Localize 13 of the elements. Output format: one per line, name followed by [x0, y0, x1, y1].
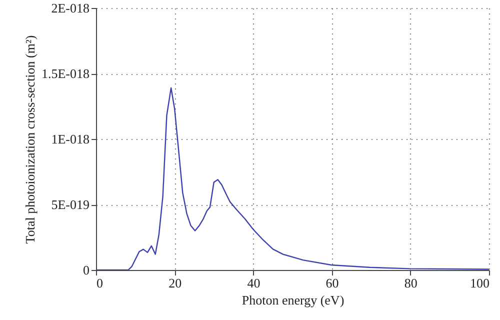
x-tick-label: 100: [470, 276, 490, 290]
x-tick-label: 80: [404, 276, 418, 290]
x-tick-label: 20: [168, 276, 182, 290]
y-tick-label: 1E-018: [51, 132, 90, 146]
y-tick-label: 0: [83, 262, 90, 278]
y-tick-label: 1.5E-018: [41, 66, 90, 81]
y-axis-title: Total photoionization cross-section (m²): [22, 35, 38, 244]
x-tick-label: 0: [96, 276, 103, 290]
y-tick-label: 2E-018: [51, 0, 90, 16]
x-tick-label: 60: [326, 276, 339, 290]
x-tick-label: 40: [247, 276, 260, 290]
y-tick-label: 5E-019: [51, 197, 90, 212]
x-axis-title: Photon energy (eV): [242, 292, 344, 308]
